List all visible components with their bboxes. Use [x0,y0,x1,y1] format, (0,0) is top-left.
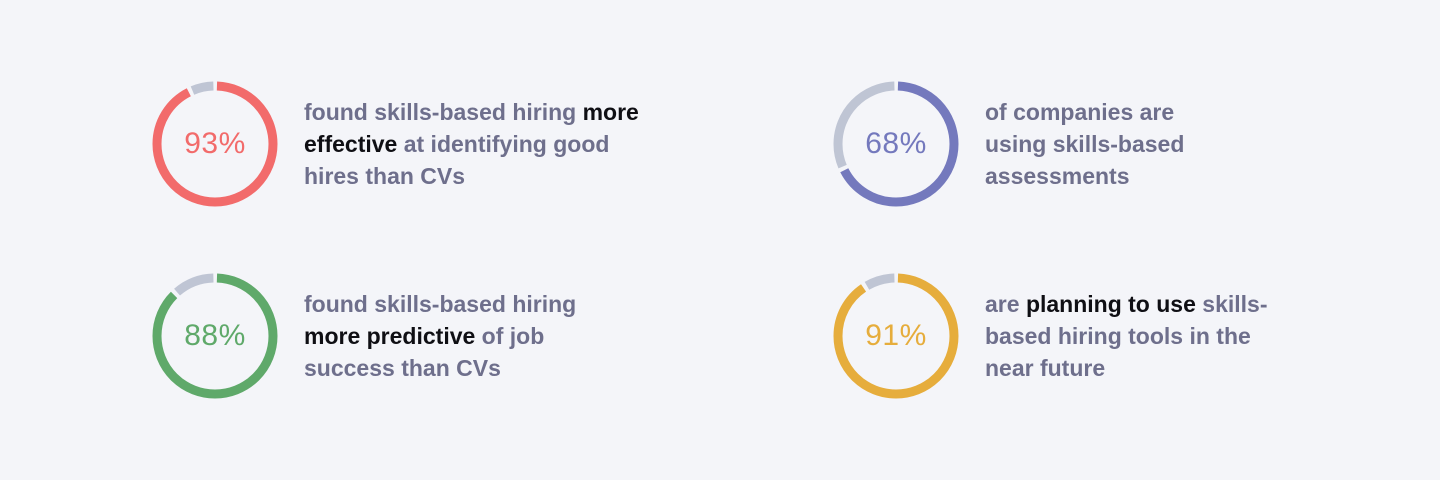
donut-chart: 88% [152,273,278,399]
stat-card-predictive: 88% found skills-based hiring more predi… [152,273,604,399]
donut-ring-icon [833,81,959,207]
description-emphasis: planning to use [1025,291,1196,317]
description-text: of job success than CVs [304,323,545,381]
description-text: of companies are using skills-based asse… [985,99,1185,189]
percentage-label: 68% [865,127,927,160]
stat-card-companies-using: 68% of companies are using skills-based … [833,81,1225,207]
percentage-label: 91% [865,319,927,352]
donut-ring-icon [833,273,959,399]
stat-description: of companies are using skills-based asse… [985,96,1225,192]
description-text: are [985,291,1026,317]
donut-ring-icon [152,81,278,207]
description-text: skills-based hiring tools in the near fu… [985,291,1268,381]
donut-ring-icon [152,273,278,399]
stat-description: found skills-based hiring more effective… [304,96,644,192]
stat-description: are planning to use skills-based hiring … [985,288,1285,384]
description-text: found skills-based hiring [304,291,577,317]
donut-chart: 68% [833,81,959,207]
stat-card-effective: 93% found skills-based hiring more effec… [152,81,644,207]
donut-chart: 91% [833,273,959,399]
description-emphasis: more predictive [304,323,476,349]
percentage-label: 93% [184,127,246,160]
donut-chart: 93% [152,81,278,207]
stat-description: found skills-based hiring more predictiv… [304,288,604,384]
stat-card-planning: 91% are planning to use skills-based hir… [833,273,1285,399]
percentage-label: 88% [184,319,246,352]
description-text: found skills-based hiring [304,99,583,125]
description-text: at identifying good hires than CVs [304,131,610,189]
description-emphasis: more effective [304,99,639,157]
